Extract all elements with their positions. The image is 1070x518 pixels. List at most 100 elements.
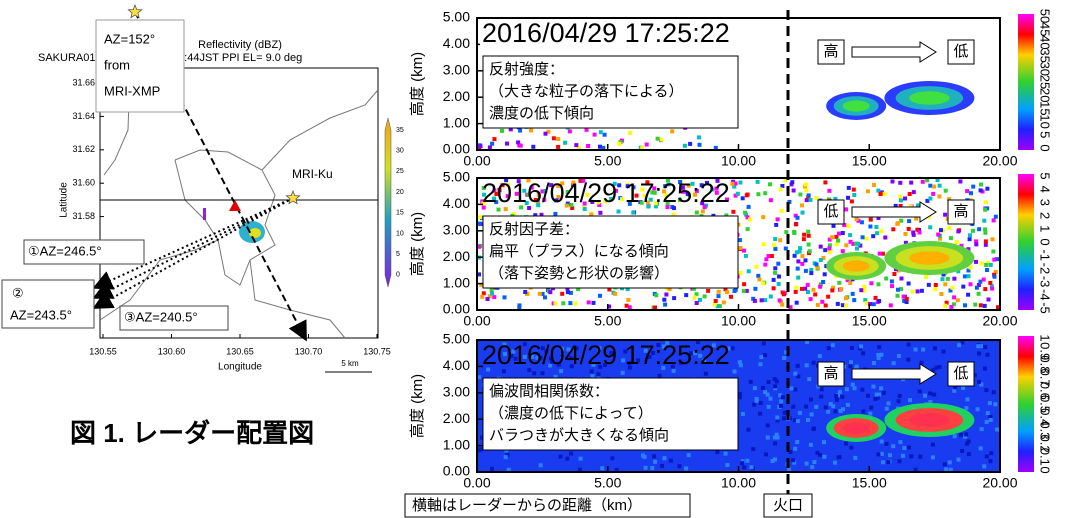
echo-pixel (479, 447, 483, 451)
echo-pixel (793, 447, 797, 451)
cloud-echo (843, 100, 870, 111)
echo-pixel (818, 354, 822, 358)
echo-pixel (969, 266, 973, 270)
echo-pixel (989, 459, 993, 463)
echo-pixel (548, 290, 552, 294)
annotation: MRI-XMP (104, 83, 160, 98)
echo-pixel (625, 304, 629, 308)
echo-pixel (943, 282, 947, 286)
echo-pixel (794, 286, 798, 290)
x-tick-label: 5.00 (594, 475, 621, 491)
x-tick-label: 15.00 (852, 153, 887, 169)
echo-pixel (969, 282, 973, 286)
echo-pixel (773, 384, 777, 388)
echo-pixel (880, 440, 884, 444)
map-y-tick-label: 31.66 (72, 77, 95, 87)
echo-pixel (918, 455, 922, 459)
echo-pixel (659, 138, 663, 142)
echo-pixel (482, 291, 486, 295)
echo-pixel (859, 344, 863, 348)
map-x-tick-label: 130.65 (226, 346, 254, 356)
echo-pixel (752, 403, 756, 407)
echo-pixel (541, 371, 545, 375)
echo-pixel (955, 240, 959, 244)
echo-pixel (911, 290, 915, 294)
x-tick-label: 0.00 (463, 313, 490, 329)
echo-pixel (850, 199, 854, 203)
echo-pixel (956, 229, 960, 233)
echo-pixel (811, 427, 815, 431)
echo-pixel (901, 454, 905, 458)
echo-pixel (943, 462, 947, 466)
echo-pixel (909, 454, 913, 458)
echo-pixel (586, 144, 590, 148)
echo-pixel (804, 188, 808, 192)
echo-pixel (598, 294, 602, 298)
echo-pixel (931, 192, 935, 196)
echo-pixel (565, 457, 569, 461)
echo-pixel (814, 405, 818, 409)
echo-pixel (778, 298, 782, 302)
echo-pixel (600, 466, 604, 470)
echo-pixel (798, 193, 802, 197)
y-tick-label: 5.00 (443, 331, 470, 347)
echo-pixel (731, 210, 735, 214)
echo-pixel (872, 385, 876, 389)
echo-pixel (994, 215, 998, 219)
echo-pixel (946, 277, 950, 281)
colorbar-label: -3 (1038, 276, 1053, 288)
echo-pixel (653, 460, 657, 464)
echo-pixel (973, 303, 977, 307)
echo-pixel (985, 455, 989, 459)
echo-pixel (823, 180, 827, 184)
echo-pixel (846, 224, 850, 228)
echo-pixel (865, 301, 869, 305)
y-tick-label: 2.00 (443, 88, 470, 104)
caption: 図 1. レーダー配置図 (70, 418, 314, 448)
echo-pixel (756, 180, 760, 184)
echo-pixel (773, 271, 777, 275)
echo-pixel (967, 274, 971, 278)
echo-pixel (544, 132, 548, 136)
echo-pixel (695, 211, 699, 215)
echo-pixel (823, 248, 827, 252)
echo-pixel (773, 441, 777, 445)
echo-pixel (492, 295, 496, 299)
echo-pixel (939, 228, 943, 232)
echo-pixel (763, 390, 767, 394)
echo-pixel (742, 282, 746, 286)
echo-pixel (939, 292, 943, 296)
echo-pixel (812, 361, 816, 365)
echo-pixel (934, 283, 938, 287)
echo-pixel (957, 343, 961, 347)
echo-pixel (888, 453, 892, 457)
echo-pixel (896, 288, 900, 292)
echo-pixel (762, 242, 766, 246)
echo-pixel (759, 355, 763, 359)
echo-pixel (985, 187, 989, 191)
echo-pixel (833, 461, 837, 465)
echo-pixel (714, 299, 718, 303)
echo-pixel (958, 180, 962, 184)
echo-pixel (777, 275, 781, 279)
echo-pixel (617, 210, 621, 214)
echo-pixel (762, 341, 766, 345)
echo-pixel (976, 344, 980, 348)
echo-pixel (849, 360, 853, 364)
echo-pixel (848, 233, 852, 237)
x-tick-label: 15.00 (852, 313, 887, 329)
x-tick-label: 15.00 (852, 475, 887, 491)
echo-pixel (861, 351, 865, 355)
echo-pixel (984, 263, 988, 267)
echo-pixel (898, 440, 902, 444)
echo-pixel (937, 194, 941, 198)
echo-pixel (828, 250, 832, 254)
echo-pixel (703, 294, 707, 298)
echo-pixel (683, 144, 687, 148)
colorbar-label: -1 (1038, 249, 1053, 261)
echo-pixel (949, 236, 953, 240)
echo-pixel (763, 263, 767, 267)
echo-pixel (704, 372, 708, 376)
echo-pixel (855, 217, 859, 221)
echo-pixel (928, 197, 932, 201)
